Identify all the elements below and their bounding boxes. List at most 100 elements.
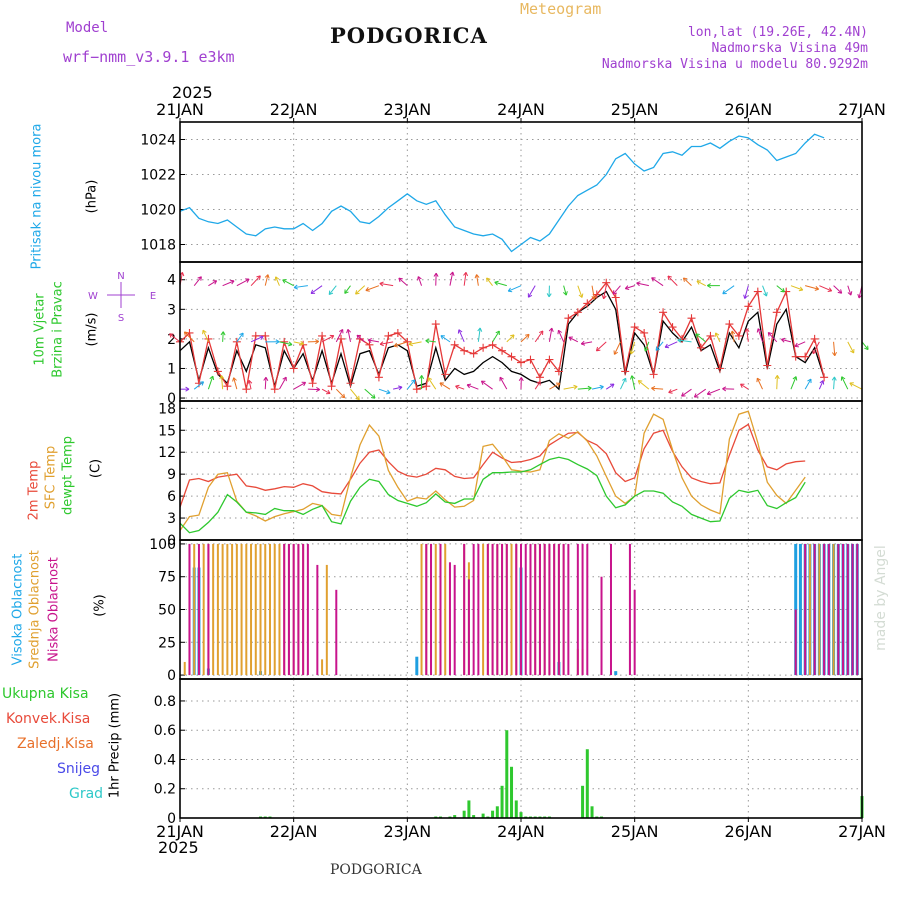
series-udari-gust--marker [374,373,383,382]
wind-vector-head [209,375,215,381]
series-udari-gust--marker [412,385,421,394]
series-udari-gust--marker [393,328,402,337]
wind-vector [563,285,567,296]
wind-vector-head [439,382,444,387]
series-udari-gust--marker [820,373,829,382]
wind-vector-head [398,385,403,391]
series-ukupna-kisa-bar [491,810,495,818]
wind-vector [833,285,843,294]
series-ukupna-kisa-bar [495,806,499,818]
series-udari-gust--marker [308,379,317,388]
series-niska-oblacnost-bar [837,543,840,676]
wind-vector-head [599,384,604,390]
series-brzina-avg--line [179,290,825,391]
wind-vector-head [433,272,439,277]
wind-vector [683,277,692,287]
wind-vector [790,376,797,390]
series-visoka-oblacnost-bar [415,656,419,676]
x-tick-label-bottom: 22JAN [270,822,318,841]
series-ukupna-kisa-bar [581,785,585,818]
wind-vector [630,341,636,355]
series-udari-gust--marker [479,343,488,352]
model-name: wrf−nmm_v3.9.1 e3km [63,48,235,66]
wind-vector [790,285,803,291]
series-niska-oblacnost-bar [472,543,475,676]
wind-vector [695,333,707,343]
series-udari-gust--marker [554,367,563,376]
wind-vector-head [486,277,491,283]
series-udari-gust--marker [422,382,431,391]
wind-vector-head [463,271,469,277]
wind-vector-head [743,294,748,299]
wind-vector [715,332,721,343]
wind-vector-head [355,395,360,401]
precip-legend-hail: Grad [69,786,104,802]
wind-vector-head [199,381,205,386]
series-srednja-oblacnost-bar [202,543,205,676]
wind-vector-head [568,336,573,341]
series-niska-oblacnost-bar [335,589,338,676]
series-udari-gust--marker [810,334,819,343]
wind-vector [767,332,778,343]
series-2m-temp-line [179,423,806,508]
wind-vector-head [169,333,174,338]
series-udari-gust--marker [583,299,592,308]
compass-w: W [88,291,98,302]
wind-vector [644,341,650,352]
series-udari-gust--marker [772,308,781,317]
wind-vector [651,277,664,287]
series-niska-oblacnost-bar [553,543,556,676]
series-udari-gust--marker [517,358,525,367]
wind-vector [581,341,593,345]
wind-vector [548,328,553,342]
wind-vector-head [814,286,820,291]
wind-vector [321,388,331,394]
wind-vector-head [326,389,331,395]
x-tick-label-top: 23JAN [383,100,431,119]
wind-vector-head [477,327,483,332]
series-niska-oblacnost-bar [297,543,300,676]
wind-vector-head [706,390,712,396]
series-niska-oblacnost-bar [557,543,560,676]
panel-wind: 0 1 2 3 4 N W E S [88,262,869,407]
wind-vector [379,341,394,345]
x-tick-label-top: 26JAN [724,100,772,119]
wind-vector-head [798,286,804,292]
series-ukupna-kisa-bar [472,815,476,818]
wind-vector [264,274,269,286]
wind-vector-head [245,278,250,283]
y-tick-label: 1 [167,361,176,377]
wind-vector-head [507,287,513,293]
wind-vector [696,280,706,287]
wind-vector-head [840,376,846,381]
series-udari-gust--marker [507,352,516,361]
series-ukupna-kisa-bar [467,800,471,818]
wind-vector-head [288,341,293,347]
wind-vector-head [344,289,349,294]
y-tick-label: 15 [158,423,176,439]
series-udari-gust--marker [763,361,772,370]
series-udari-gust--marker [450,340,459,349]
y-tick-label: 4 [167,273,176,289]
wind-vector-head [232,377,237,382]
series-niska-oblacnost-bar [197,543,200,676]
series-niska-oblacnost-bar [827,543,830,676]
x-tick-label-top: 21JAN [156,100,204,119]
wind-vector-head [340,393,346,399]
x-tick-label-top: 27JAN [838,100,886,119]
wind-vector-head [832,351,837,357]
wind-vector-head [212,280,218,285]
series-udari-gust--marker [365,340,374,349]
wind-vector-head [792,376,798,381]
wind-vector [282,279,294,287]
wind-vector-head [740,383,745,388]
wind-vector-head [398,277,403,283]
series-udari-gust--marker [526,355,535,364]
wind-vector [335,329,344,343]
wind-vector-head [557,329,562,335]
wind-vector [651,387,664,390]
wind-vector [293,381,306,390]
wind-vector-head [440,335,445,340]
wind-vector-head [185,386,190,392]
wind-vector-head [637,380,643,385]
